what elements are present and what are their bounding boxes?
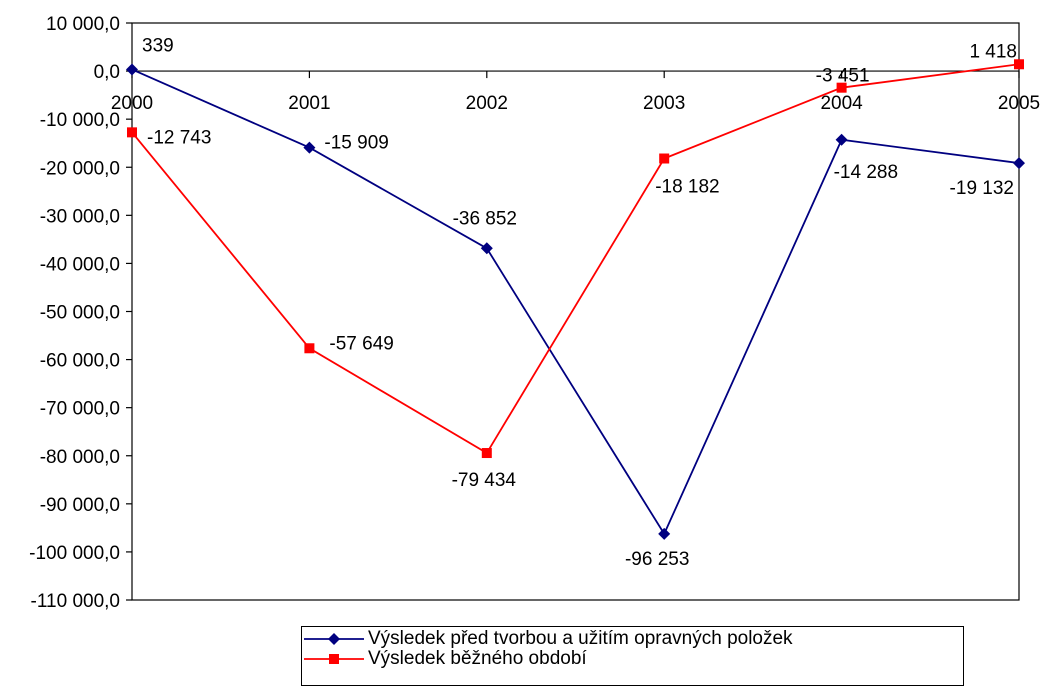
x-tick-label: 2000 (111, 93, 153, 114)
series-lines (126, 59, 1025, 540)
x-tick-label: 2001 (288, 93, 330, 114)
series-2-point (127, 127, 137, 138)
y-tick-label: -80 000,0 (40, 447, 120, 468)
data-labels: 339 -15 909 -36 852 -96 253 -14 288 -19 132 -1… (142, 35, 1017, 569)
x-tick-label: 2005 (998, 93, 1040, 114)
data-label: 339 (142, 35, 174, 56)
y-tick-label: -10 000,0 (40, 110, 120, 131)
y-tick-label: -30 000,0 (40, 206, 120, 227)
series-1-point (126, 63, 138, 76)
legend-item-series-2: Výsledek běžného období (302, 648, 587, 670)
legend-label-series-2: Výsledek běžného období (368, 648, 587, 669)
data-label: -36 852 (453, 208, 517, 229)
data-label: -3 451 (816, 66, 870, 87)
data-label: -14 288 (834, 162, 898, 183)
legend-marker-diamond-icon (304, 633, 364, 645)
y-tick-label: -70 000,0 (40, 399, 120, 420)
y-tick-label: -100 000,0 (29, 543, 120, 564)
series-1-point (658, 527, 671, 540)
series-2-point (304, 343, 315, 354)
series-2-point (836, 82, 847, 93)
series-1-point (835, 133, 848, 146)
y-tick-label: 10 000,0 (46, 14, 120, 35)
series-line-1 (131, 68, 1020, 536)
legend-item-series-1: Výsledek před tvorbou a užitím opravných… (302, 628, 793, 650)
x-axis: 2000 2001 2002 2003 2004 2005 (111, 70, 1040, 114)
y-tick-label: -60 000,0 (40, 351, 120, 372)
series-line-2 (131, 63, 1020, 455)
y-tick-label: -20 000,0 (40, 158, 120, 179)
legend-marker-square-icon (304, 654, 364, 664)
series-2-point (1014, 59, 1024, 70)
series-1-point (480, 242, 493, 255)
legend: Výsledek před tvorbou a užitím opravných… (301, 626, 964, 686)
data-label: -18 182 (655, 177, 719, 198)
data-label: -57 649 (329, 333, 393, 354)
legend-label-series-1: Výsledek před tvorbou a užitím opravných… (368, 628, 793, 649)
x-tick-label: 2002 (466, 93, 508, 114)
data-label: -96 253 (625, 549, 689, 570)
y-axis: 10 000,0 0,0 -10 000,0 -20 000,0 -30 000,0 -4… (29, 14, 132, 612)
y-tick-label: -50 000,0 (40, 303, 120, 324)
series-1-point (1013, 157, 1025, 170)
x-tick-label: 2003 (643, 93, 685, 114)
series-2-point (659, 153, 670, 164)
series-1-point (303, 141, 316, 154)
y-tick-label: -40 000,0 (40, 254, 120, 275)
data-label: 1 418 (969, 41, 1017, 62)
y-tick-label: 0,0 (94, 62, 120, 83)
plot-area (131, 22, 1020, 601)
y-tick-label: -110 000,0 (31, 591, 120, 612)
data-label: -79 434 (452, 470, 517, 491)
data-label: -19 132 (950, 178, 1014, 199)
series-2-point (481, 448, 492, 459)
data-label: -12 743 (147, 127, 211, 148)
data-label: -15 909 (324, 133, 388, 154)
y-tick-label: -90 000,0 (40, 495, 120, 516)
x-tick-label: 2004 (820, 93, 863, 114)
